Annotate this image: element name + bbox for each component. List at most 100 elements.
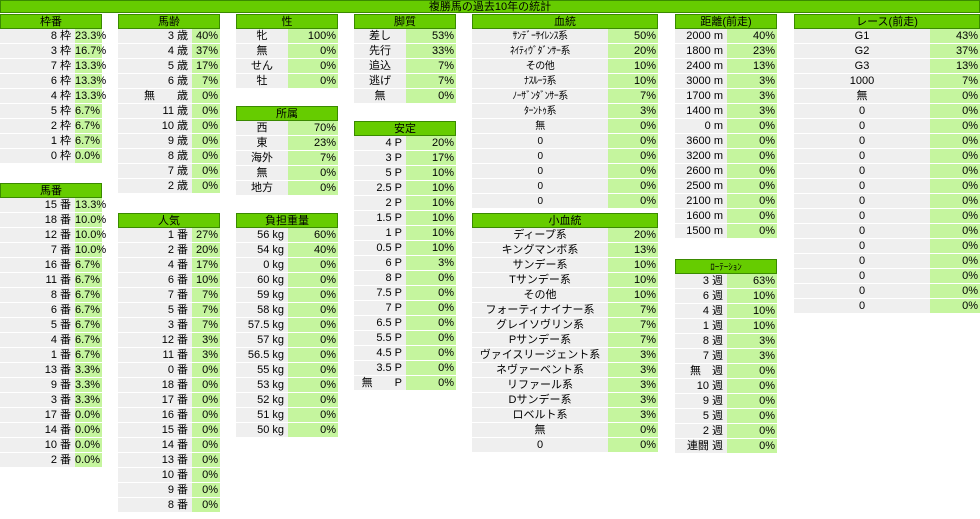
- row-value: 0%: [288, 303, 338, 318]
- table-row: 1600 m 0%: [675, 209, 777, 224]
- row-value: 13%: [608, 243, 658, 258]
- row-value: 23%: [727, 44, 777, 59]
- table-header: 性: [236, 14, 338, 29]
- row-label: 11 番: [0, 273, 75, 288]
- table-row: 7.5 P 0%: [354, 286, 456, 301]
- table-row: 18 番 0%: [118, 378, 220, 393]
- row-value: 0%: [930, 89, 980, 104]
- table-row: 6 P 3%: [354, 256, 456, 271]
- table-row: 3 P 17%: [354, 151, 456, 166]
- table-row: 17 番 0%: [118, 393, 220, 408]
- table-row: 5.5 P 0%: [354, 331, 456, 346]
- row-label: 16 番: [118, 408, 192, 423]
- table-row: 55 kg 0%: [236, 363, 338, 378]
- row-value: 17%: [192, 258, 220, 273]
- table-row: 5 歳 17%: [118, 59, 220, 74]
- row-label: 2100 m: [675, 194, 727, 209]
- row-value: 17%: [406, 151, 456, 166]
- table-row: ﾈｲﾃｨｳﾞﾀﾞﾝｻｰ系 20%: [472, 44, 658, 59]
- row-value: 3%: [608, 104, 658, 119]
- row-label: 牝: [236, 29, 288, 44]
- row-label: 1400 m: [675, 104, 727, 119]
- row-value: 0%: [930, 269, 980, 284]
- table-row: ディープ系 20%: [472, 228, 658, 243]
- table-row: サンデー系 10%: [472, 258, 658, 273]
- row-value: 0%: [930, 284, 980, 299]
- row-label: Dサンデー系: [472, 393, 608, 408]
- row-label: 3 週: [675, 274, 727, 289]
- table-row: 無 0%: [472, 423, 658, 438]
- table-row: 8 歳 0%: [118, 149, 220, 164]
- table-row: 2 番 0.0%: [0, 453, 102, 468]
- row-label: 5 番: [0, 318, 75, 333]
- table-row: 6.5 P 0%: [354, 316, 456, 331]
- row-label: 1600 m: [675, 209, 727, 224]
- row-label: 0.5 P: [354, 241, 406, 256]
- row-value: 10%: [727, 304, 777, 319]
- row-value: 0%: [192, 149, 220, 164]
- row-value: 0%: [288, 423, 338, 438]
- row-value: 0%: [406, 346, 456, 361]
- table-row: ﾉｰｻﾞﾝﾀﾞﾝｻｰ系 7%: [472, 89, 658, 104]
- row-label: 14 番: [0, 423, 75, 438]
- row-value: 6.7%: [75, 303, 102, 318]
- row-value: 6.7%: [75, 333, 102, 348]
- row-value: 0%: [288, 333, 338, 348]
- row-value: 0%: [727, 409, 777, 424]
- row-value: 10%: [192, 273, 220, 288]
- row-label: 4 番: [118, 258, 192, 273]
- row-value: 10%: [608, 288, 658, 303]
- row-value: 0%: [288, 44, 338, 59]
- table-row: 6 番 6.7%: [0, 303, 102, 318]
- table-row: キングマンボ系 13%: [472, 243, 658, 258]
- table-row: 3 週 63%: [675, 274, 777, 289]
- row-value: 0%: [192, 453, 220, 468]
- row-label: 3.5 P: [354, 361, 406, 376]
- row-value: 6.7%: [75, 273, 102, 288]
- row-value: 0%: [406, 361, 456, 376]
- row-label: 0: [794, 284, 930, 299]
- row-label: G2: [794, 44, 930, 59]
- row-value: 0%: [727, 364, 777, 379]
- row-value: 7%: [608, 318, 658, 333]
- table-row: 1 枠 6.7%: [0, 134, 102, 149]
- row-label: 1 番: [118, 228, 192, 243]
- row-label: ロベルト系: [472, 408, 608, 423]
- row-label: 地方: [236, 181, 288, 196]
- table-row: 17 番 0.0%: [0, 408, 102, 423]
- table-row: 52 kg 0%: [236, 393, 338, 408]
- table-row: 14 番 0.0%: [0, 423, 102, 438]
- row-value: 63%: [727, 274, 777, 289]
- table-row: 0 0%: [794, 119, 980, 134]
- row-label: 0 kg: [236, 258, 288, 273]
- table-row: 1.5 P 10%: [354, 211, 456, 226]
- table-row: 0 0%: [794, 194, 980, 209]
- row-label: 1 P: [354, 226, 406, 241]
- row-label: サンデー系: [472, 258, 608, 273]
- table-header: 枠番: [0, 14, 102, 29]
- table-row: 2600 m 0%: [675, 164, 777, 179]
- row-value: 53%: [406, 29, 456, 44]
- row-label: 53 kg: [236, 378, 288, 393]
- row-value: 10%: [406, 226, 456, 241]
- row-label: 0: [794, 134, 930, 149]
- table-row: 牡 0%: [236, 74, 338, 89]
- table-row: 6 週 10%: [675, 289, 777, 304]
- row-label: 4 歳: [118, 44, 192, 59]
- row-label: 6.5 P: [354, 316, 406, 331]
- table-row: 0 0%: [472, 164, 658, 179]
- row-label: 7 歳: [118, 164, 192, 179]
- table-row: 2000 m 40%: [675, 29, 777, 44]
- table-row: 9 歳 0%: [118, 134, 220, 149]
- row-label: 2500 m: [675, 179, 727, 194]
- table-row: 2400 m 13%: [675, 59, 777, 74]
- table-row: 60 kg 0%: [236, 273, 338, 288]
- row-label: 10 番: [118, 468, 192, 483]
- row-label: 1 番: [0, 348, 75, 363]
- row-value: 0%: [930, 299, 980, 314]
- row-label: 13 番: [0, 363, 75, 378]
- table-row: 6 番 10%: [118, 273, 220, 288]
- row-value: 7%: [930, 74, 980, 89]
- row-value: 0%: [288, 181, 338, 196]
